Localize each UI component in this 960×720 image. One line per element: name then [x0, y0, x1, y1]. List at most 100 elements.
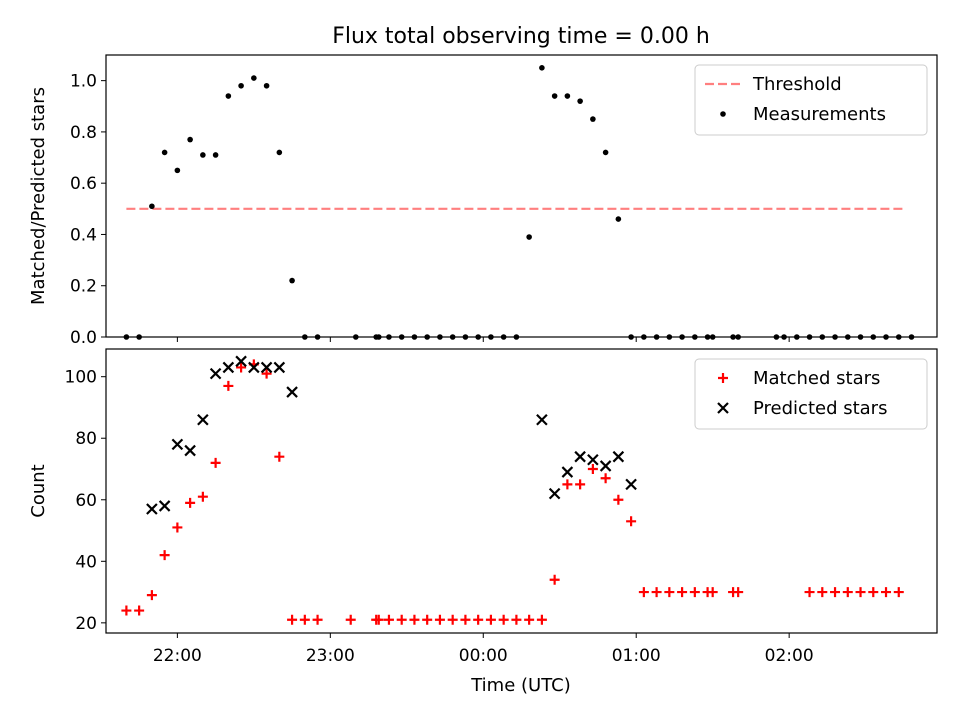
predicted-star-point — [599, 460, 612, 472]
predicted-star-point — [184, 444, 196, 457]
matched-star-point — [287, 614, 298, 625]
measurement-point — [353, 334, 359, 340]
matched-star-point — [677, 587, 688, 598]
matched-star-point — [447, 614, 458, 625]
legend-label: Predicted stars — [753, 398, 887, 419]
measurement-point — [844, 334, 851, 340]
measurement-point — [289, 277, 295, 284]
measurement-point — [386, 334, 392, 340]
matched-star-point — [121, 605, 132, 616]
measurement-point — [641, 334, 647, 340]
chart-title: Flux total observing time = 0.00 h — [332, 24, 710, 49]
legend-label: Matched stars — [753, 368, 880, 389]
measurement-point — [735, 334, 741, 340]
matched-star-point — [689, 587, 700, 598]
y-tick-label: 20 — [75, 614, 97, 634]
measurement-point — [161, 149, 168, 156]
predicted-star-point — [536, 413, 548, 426]
measurement-point — [449, 334, 456, 340]
measurement-point — [551, 93, 558, 99]
measurement-point — [666, 334, 673, 340]
matched-star-point — [511, 614, 522, 625]
matched-star-point — [664, 587, 675, 598]
matched-star-point — [274, 451, 285, 462]
measurement-point — [628, 334, 634, 340]
measurement-point — [149, 203, 155, 210]
matched-star-point — [261, 368, 272, 379]
measurement-point — [870, 334, 877, 340]
predicted-star-point — [222, 361, 235, 374]
predicted-star-point — [248, 361, 260, 374]
measurement-point — [398, 334, 405, 340]
predicted-star-point — [273, 361, 286, 374]
matched-star-point — [881, 587, 892, 598]
measurement-point — [462, 334, 469, 340]
measurement-point — [475, 334, 481, 340]
measurement-point — [895, 334, 902, 340]
predicted-star-point — [587, 453, 599, 466]
y-tick-label: 0.2 — [70, 277, 97, 297]
matched-star-point — [817, 587, 828, 598]
predicted-star-point — [625, 478, 637, 491]
measurement-point — [857, 334, 864, 340]
measurement-point — [500, 334, 507, 340]
measurement-point — [513, 334, 520, 340]
matched-star-point — [855, 587, 866, 598]
measurement-point — [375, 334, 382, 340]
measurement-point — [577, 98, 583, 104]
x-tick-label: 01:00 — [612, 646, 661, 666]
y-axis-label: Count — [28, 464, 49, 517]
ratio-panel: 0.0 0.2 0.4 0.6 0.8 1.0 Matched/Predicted star… — [28, 54, 938, 348]
measurement-point — [704, 334, 711, 340]
matched-star-point — [536, 614, 547, 625]
measurement-point — [653, 334, 660, 340]
measurement-point — [709, 334, 716, 340]
matched-star-point — [299, 614, 310, 625]
matched-star-point — [210, 457, 221, 468]
measurement-point — [136, 334, 142, 340]
matched-star-point — [197, 491, 208, 502]
y-tick-label: 0.4 — [70, 225, 97, 245]
x-axis-label: Time (UTC) — [470, 675, 571, 696]
measurement-point — [883, 334, 889, 340]
measurement-point — [832, 334, 838, 340]
measurement-point — [539, 65, 545, 71]
predicted-star-point — [209, 367, 222, 380]
matched-star-point — [524, 614, 535, 625]
count-panel: 20 40 60 80 100 22:00 23:00 00:00 01:00 02:00 Coun… — [28, 348, 938, 666]
x-tick-label: 22:00 — [153, 646, 202, 666]
measurement-point — [123, 334, 130, 340]
matched-star-point — [223, 380, 234, 391]
matched-star-point — [146, 590, 157, 601]
measurement-point — [781, 334, 787, 340]
matched-star-point — [562, 479, 573, 490]
y-tick-label: 1.0 — [70, 72, 97, 92]
measurement-point — [187, 136, 193, 143]
measurement-point — [602, 149, 609, 156]
measurement-point — [794, 334, 800, 340]
measurement-point — [174, 167, 181, 174]
measurement-point — [302, 334, 308, 340]
measurement-point — [437, 334, 443, 340]
measurement-point — [488, 334, 494, 340]
legend: Matched stars Predicted stars — [694, 358, 928, 430]
matched-star-point — [159, 550, 170, 561]
matched-star-point — [868, 587, 879, 598]
measurement-point — [251, 75, 257, 81]
matched-star-point — [626, 516, 637, 527]
legend-box — [694, 64, 928, 136]
legend-label: Measurements — [753, 104, 886, 125]
y-tick-label: 0.8 — [70, 123, 97, 143]
matched-star-point — [396, 614, 407, 625]
matched-star-point — [185, 497, 196, 508]
axes-frame — [105, 54, 938, 338]
measurement-point — [411, 334, 418, 340]
predicted-star-point — [197, 413, 209, 426]
y-tick-label: 0.0 — [70, 328, 97, 348]
measurement-point — [276, 149, 283, 156]
matched-star-point — [651, 587, 662, 598]
matched-star-point — [409, 614, 420, 625]
predicted-star-point — [574, 450, 586, 463]
measurement-point — [679, 334, 685, 340]
